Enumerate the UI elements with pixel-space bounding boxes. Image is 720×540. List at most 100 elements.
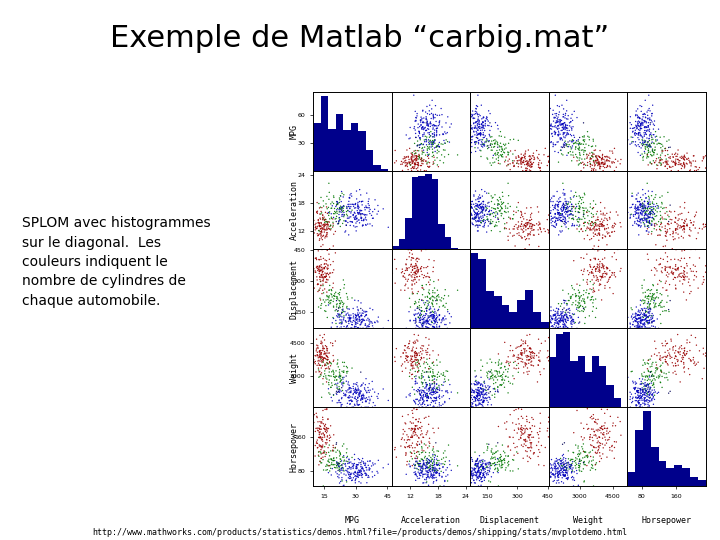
Point [555,211,567,220]
Point [631,204,643,212]
Point [414,471,426,480]
Point [352,202,364,211]
Point [554,457,566,465]
Point [558,472,570,481]
Point [567,465,578,474]
Point [559,191,571,199]
Point [560,468,572,476]
Point [661,160,672,168]
Point [650,191,662,199]
Point [332,199,343,207]
Point [505,228,516,237]
Point [599,204,611,212]
Point [671,152,683,161]
Point [315,354,327,363]
Point [466,203,477,212]
Point [330,367,342,375]
Point [419,319,431,327]
Point [325,269,336,278]
Point [415,161,426,170]
Point [639,393,650,402]
Point [684,370,696,379]
Point [693,347,705,355]
Point [415,469,427,477]
Bar [336,114,343,171]
Point [325,296,337,305]
Point [344,314,356,323]
Point [433,142,445,151]
Point [431,122,443,130]
Point [415,120,427,129]
Point [643,118,654,127]
Point [552,116,564,124]
Point [651,256,662,265]
Point [407,358,418,367]
Point [513,350,524,359]
Point [516,357,527,366]
Point [559,140,570,149]
Point [547,192,559,200]
Point [549,470,561,479]
Point [335,372,346,380]
Point [598,162,609,171]
Point [354,315,365,323]
Point [403,344,415,353]
Point [478,121,490,130]
Point [323,224,334,233]
Point [409,454,420,463]
Point [313,199,325,208]
Point [349,467,361,476]
Point [634,138,646,147]
Point [663,153,675,162]
Point [308,418,320,427]
Point [318,354,330,362]
Point [410,299,422,307]
Point [421,463,433,472]
Point [470,110,482,118]
Point [602,436,613,444]
Point [590,200,601,208]
Point [326,455,338,464]
Point [428,478,439,487]
Point [345,465,356,474]
Point [525,430,536,439]
Point [441,387,453,395]
Point [315,203,326,212]
Point [413,123,424,132]
Point [649,193,661,202]
Point [660,266,671,275]
Point [328,441,339,450]
Point [559,119,571,127]
Point [428,377,440,386]
Point [468,200,480,208]
Point [426,96,438,105]
Point [601,424,613,433]
Point [519,345,531,353]
Point [507,159,518,167]
Point [551,478,562,487]
Point [331,293,343,301]
Point [673,158,685,167]
Point [413,155,425,164]
Point [510,405,522,414]
Point [547,477,559,486]
Point [667,268,679,277]
Point [424,273,436,282]
Point [316,340,328,348]
Point [474,146,486,154]
Point [356,310,367,319]
Point [432,318,444,327]
Point [559,143,570,152]
Point [581,151,593,159]
Point [389,159,400,167]
Point [560,139,572,148]
Point [583,207,595,216]
Point [364,317,376,326]
Point [543,323,554,332]
Point [321,461,333,470]
Point [475,475,487,484]
Point [549,463,561,471]
Point [575,433,587,441]
Point [410,339,421,347]
Point [558,313,570,321]
